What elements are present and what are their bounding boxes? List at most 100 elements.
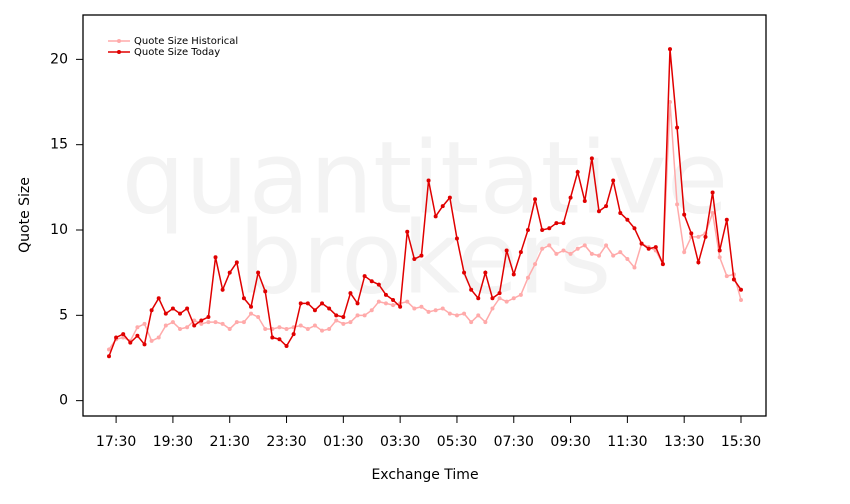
data-point bbox=[724, 274, 729, 279]
data-point bbox=[241, 296, 246, 301]
data-point bbox=[121, 335, 126, 340]
data-point bbox=[511, 296, 516, 301]
y-tick-label: 5 bbox=[59, 307, 68, 323]
data-point bbox=[227, 326, 232, 331]
data-point bbox=[739, 287, 743, 292]
data-point bbox=[220, 287, 225, 292]
data-point bbox=[568, 195, 573, 200]
data-point bbox=[170, 306, 175, 311]
data-point bbox=[170, 320, 175, 325]
data-point bbox=[383, 292, 388, 297]
data-point bbox=[277, 325, 282, 330]
data-point bbox=[710, 190, 715, 195]
data-point bbox=[355, 301, 360, 306]
data-point bbox=[192, 323, 197, 328]
x-tick-label: 05:30 bbox=[437, 434, 477, 450]
data-point bbox=[540, 228, 545, 233]
data-point bbox=[561, 221, 566, 226]
data-point bbox=[298, 323, 303, 328]
data-point bbox=[632, 226, 637, 231]
data-point bbox=[518, 250, 523, 255]
data-point bbox=[476, 313, 481, 318]
data-point bbox=[426, 309, 431, 314]
data-point bbox=[199, 318, 204, 323]
data-point bbox=[206, 320, 211, 325]
data-point bbox=[256, 315, 261, 320]
data-point bbox=[199, 321, 204, 326]
data-point bbox=[717, 255, 722, 260]
data-point bbox=[156, 335, 161, 340]
data-point bbox=[696, 234, 701, 239]
data-point bbox=[341, 321, 346, 326]
data-point bbox=[114, 335, 119, 340]
data-point bbox=[462, 270, 467, 275]
data-point bbox=[213, 255, 218, 260]
data-point bbox=[163, 323, 168, 328]
data-point bbox=[682, 250, 687, 255]
data-point bbox=[426, 178, 431, 183]
data-point bbox=[717, 248, 722, 253]
data-point bbox=[675, 202, 680, 207]
data-point bbox=[447, 311, 452, 316]
data-point bbox=[646, 246, 651, 251]
data-point bbox=[447, 195, 452, 200]
data-point bbox=[660, 262, 665, 267]
data-point bbox=[724, 217, 729, 222]
data-point bbox=[739, 297, 743, 302]
data-point bbox=[234, 260, 239, 265]
data-point bbox=[611, 253, 616, 258]
data-point bbox=[334, 318, 339, 323]
data-point bbox=[547, 243, 552, 248]
data-point bbox=[241, 320, 246, 325]
data-point bbox=[412, 257, 417, 262]
data-point bbox=[575, 246, 580, 251]
data-point bbox=[291, 332, 296, 337]
data-point bbox=[667, 47, 672, 52]
data-point bbox=[369, 279, 374, 284]
data-point bbox=[504, 248, 509, 253]
data-point bbox=[348, 320, 353, 325]
y-axis-label: Quote Size bbox=[17, 177, 33, 253]
data-point bbox=[135, 333, 140, 338]
data-point bbox=[376, 299, 381, 304]
data-point bbox=[348, 291, 353, 296]
data-point bbox=[341, 315, 346, 320]
data-point bbox=[263, 326, 268, 331]
data-point bbox=[469, 320, 474, 325]
data-point bbox=[497, 291, 502, 296]
data-point bbox=[533, 197, 538, 202]
data-point bbox=[596, 209, 601, 214]
y-tick-label: 0 bbox=[59, 393, 68, 409]
data-point bbox=[483, 320, 488, 325]
data-point bbox=[163, 311, 168, 316]
data-point bbox=[156, 296, 161, 301]
data-point bbox=[369, 308, 374, 313]
data-point bbox=[135, 325, 140, 330]
data-point bbox=[675, 125, 680, 130]
data-point bbox=[533, 262, 538, 267]
x-tick-label: 15:30 bbox=[721, 434, 761, 450]
data-point bbox=[284, 344, 289, 349]
data-point bbox=[476, 296, 481, 301]
data-point bbox=[298, 301, 303, 306]
data-point bbox=[362, 313, 367, 318]
data-point bbox=[604, 204, 609, 209]
data-point bbox=[376, 282, 381, 287]
data-point bbox=[249, 304, 254, 309]
legend-marker bbox=[117, 39, 121, 43]
data-point bbox=[149, 338, 154, 343]
data-point bbox=[582, 243, 587, 248]
data-point bbox=[518, 292, 523, 297]
data-point bbox=[469, 287, 474, 292]
data-point bbox=[234, 320, 239, 325]
data-point bbox=[440, 306, 445, 311]
data-point bbox=[483, 270, 488, 275]
data-point bbox=[362, 274, 367, 279]
plot-frame bbox=[82, 14, 767, 417]
data-point bbox=[618, 210, 623, 215]
x-tick-label: 13:30 bbox=[664, 434, 704, 450]
data-point bbox=[490, 296, 495, 301]
data-point bbox=[682, 212, 687, 217]
data-point bbox=[632, 265, 637, 270]
